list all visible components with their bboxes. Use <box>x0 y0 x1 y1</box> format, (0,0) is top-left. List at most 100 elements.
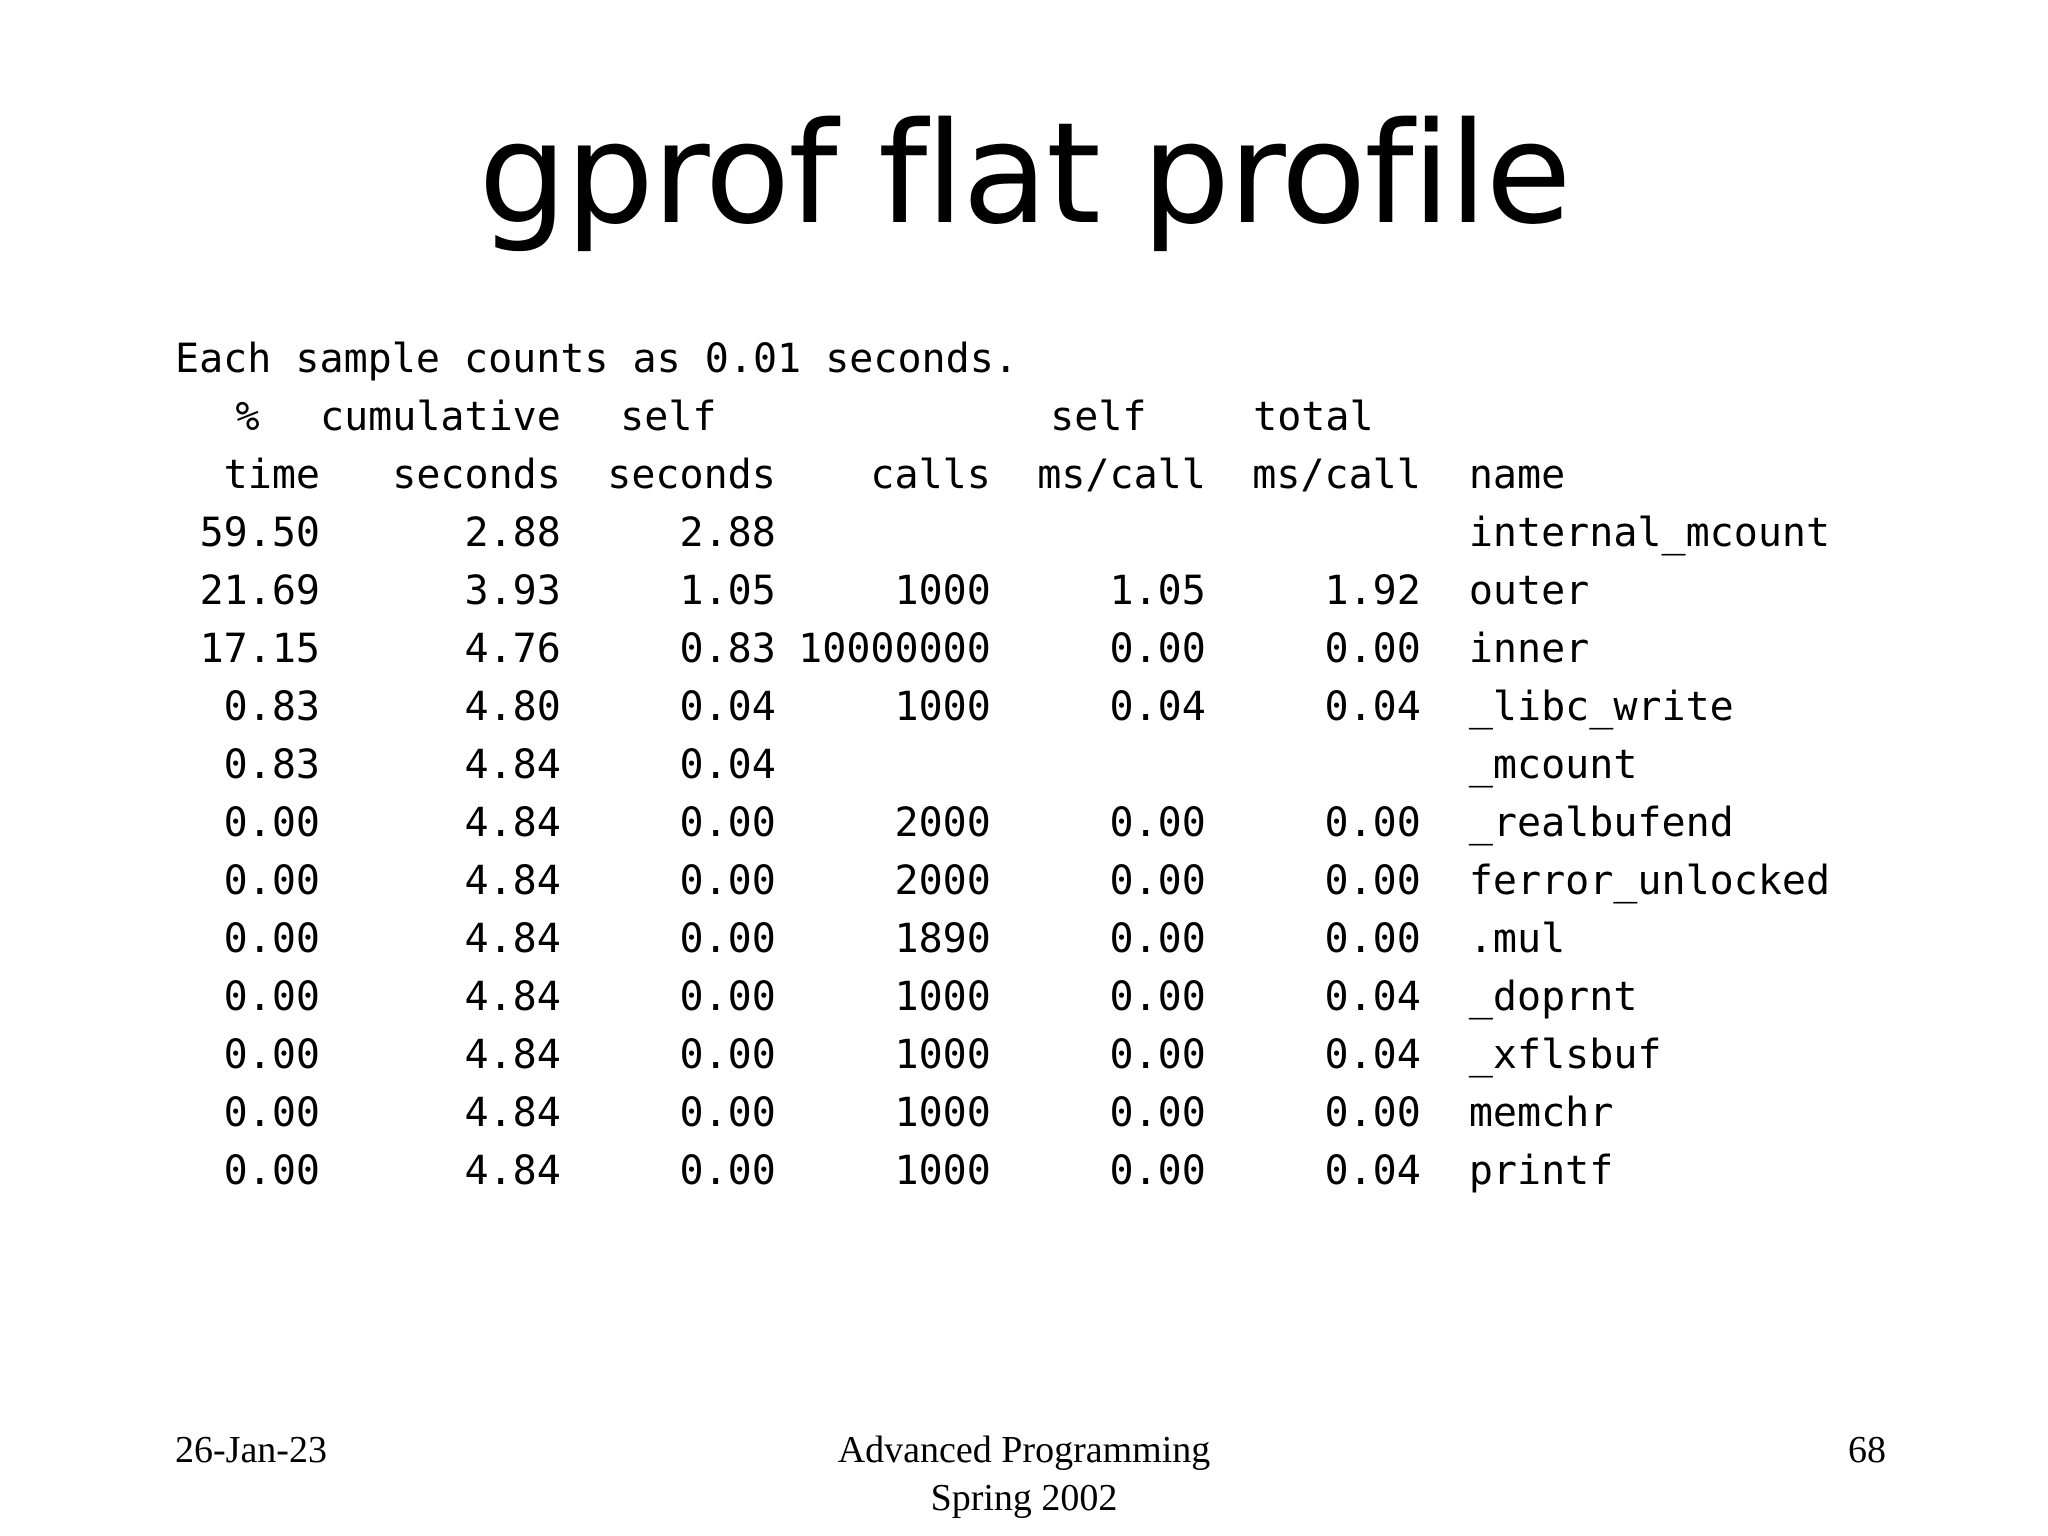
calls-cell: 1000 <box>894 684 991 730</box>
cumulative-seconds-cell: 4.84 <box>464 800 561 846</box>
footer-course-term: Spring 2002 <box>930 1477 1118 1519</box>
table-row: 0.00 4.84 0.00 1000 0.00 0.04 _doprnt <box>175 968 1889 1026</box>
header-cell: cumulative <box>320 394 561 440</box>
header-cell: ms/call <box>1252 452 1421 498</box>
header-cell: self <box>1050 394 1147 440</box>
self-ms-call-cell: 0.00 <box>1109 800 1206 846</box>
time-cell: 0.00 <box>223 1090 320 1136</box>
self-ms-call-cell: 0.00 <box>1109 974 1206 1020</box>
calls-cell: 2000 <box>894 800 991 846</box>
flat-profile: Each sample counts as 0.01 seconds. % cu… <box>175 330 1889 1200</box>
self-ms-call-cell: 0.00 <box>1109 1148 1206 1194</box>
total-ms-call-cell <box>1206 736 1421 794</box>
function-name-cell: _realbufend <box>1468 800 1734 846</box>
self-seconds-cell: 0.00 <box>679 916 776 962</box>
self-ms-call-cell: 0.00 <box>1109 1032 1206 1078</box>
function-name-cell: printf <box>1468 1148 1614 1194</box>
header-cell: % <box>235 394 260 440</box>
total-ms-call-cell <box>1206 504 1421 562</box>
sample-note: Each sample counts as 0.01 seconds. <box>175 336 1018 382</box>
calls-cell: 1000 <box>894 568 991 614</box>
cumulative-seconds-cell: 3.93 <box>464 568 561 614</box>
time-cell: 0.00 <box>223 1148 320 1194</box>
calls-cell: 1000 <box>894 1148 991 1194</box>
time-cell: 0.00 <box>223 800 320 846</box>
total-ms-call-cell: 0.04 <box>1324 974 1421 1020</box>
total-ms-call-cell: 0.00 <box>1324 626 1421 672</box>
self-ms-call-cell: 1.05 <box>1109 568 1206 614</box>
self-ms-call-cell: 0.00 <box>1109 1090 1206 1136</box>
function-name-cell: _libc_write <box>1468 684 1734 730</box>
function-name-cell: _mcount <box>1468 742 1638 788</box>
function-name-cell: _xflsbuf <box>1468 1032 1662 1078</box>
self-seconds-cell: 2.88 <box>679 510 776 556</box>
calls-cell: 10000000 <box>798 626 991 672</box>
header-row-1: % cumulative self self total <box>175 388 1889 446</box>
table-row: 0.00 4.84 0.00 1000 0.00 0.04 _xflsbuf <box>175 1026 1889 1084</box>
profile-table: % cumulative self self total time second… <box>175 388 1889 1200</box>
table-row: 21.69 3.93 1.05 1000 1.05 1.92 outer <box>175 562 1889 620</box>
header-row-2: time seconds seconds calls ms/call ms/ca… <box>175 446 1889 504</box>
self-ms-call-cell: 0.00 <box>1109 916 1206 962</box>
cumulative-seconds-cell: 4.84 <box>464 1148 561 1194</box>
header-cell: time <box>223 452 320 498</box>
time-cell: 0.83 <box>223 684 320 730</box>
self-seconds-cell: 1.05 <box>679 568 776 614</box>
total-ms-call-cell: 0.04 <box>1324 1148 1421 1194</box>
self-seconds-cell: 0.00 <box>679 1148 776 1194</box>
header-cell: calls <box>870 452 991 498</box>
function-name-cell: ferror_unlocked <box>1468 858 1831 904</box>
header-cell <box>776 388 991 446</box>
time-cell: 21.69 <box>199 568 320 614</box>
total-ms-call-cell: 0.04 <box>1324 1032 1421 1078</box>
time-cell: 0.83 <box>223 742 320 788</box>
calls-cell: 2000 <box>894 858 991 904</box>
function-name-cell: memchr <box>1468 1090 1614 1136</box>
self-seconds-cell: 0.00 <box>679 974 776 1020</box>
table-row: 0.00 4.84 0.00 1890 0.00 0.00 .mul <box>175 910 1889 968</box>
time-cell: 59.50 <box>199 510 320 556</box>
calls-cell <box>776 504 991 562</box>
table-row: 0.00 4.84 0.00 1000 0.00 0.00 memchr <box>175 1084 1889 1142</box>
table-row: 59.50 2.88 2.88 internal_mcount <box>175 504 1889 562</box>
total-ms-call-cell: 0.04 <box>1324 684 1421 730</box>
function-name-cell: _doprnt <box>1468 974 1638 1020</box>
time-cell: 0.00 <box>223 1032 320 1078</box>
header-cell: self <box>620 394 717 440</box>
self-seconds-cell: 0.00 <box>679 1032 776 1078</box>
self-seconds-cell: 0.83 <box>679 626 776 672</box>
table-row: 17.15 4.76 0.83 10000000 0.00 0.00 inner <box>175 620 1889 678</box>
header-cell: seconds <box>607 452 776 498</box>
total-ms-call-cell: 0.00 <box>1324 1090 1421 1136</box>
header-cell: seconds <box>392 452 561 498</box>
self-seconds-cell: 0.04 <box>679 684 776 730</box>
calls-cell: 1000 <box>894 1032 991 1078</box>
cumulative-seconds-cell: 4.84 <box>464 858 561 904</box>
time-cell: 0.00 <box>223 974 320 1020</box>
self-seconds-cell: 0.00 <box>679 858 776 904</box>
cumulative-seconds-cell: 4.76 <box>464 626 561 672</box>
footer-date: 26-Jan-23 <box>175 1429 327 1471</box>
function-name-cell: internal_mcount <box>1468 510 1831 556</box>
header-cell: total <box>1253 394 1374 440</box>
self-ms-call-cell: 0.04 <box>1109 684 1206 730</box>
time-cell: 0.00 <box>223 858 320 904</box>
cumulative-seconds-cell: 4.80 <box>464 684 561 730</box>
function-name-cell: outer <box>1468 568 1590 614</box>
table-row: 0.83 4.84 0.04 _mcount <box>175 736 1889 794</box>
time-cell: 17.15 <box>199 626 320 672</box>
footer-course-title: Advanced Programming <box>837 1429 1211 1471</box>
table-row: 0.00 4.84 0.00 2000 0.00 0.00 ferror_unlocked <box>175 852 1889 910</box>
function-name-cell: inner <box>1468 626 1590 672</box>
calls-cell: 1000 <box>894 974 991 1020</box>
cumulative-seconds-cell: 4.84 <box>464 916 561 962</box>
self-seconds-cell: 0.00 <box>679 800 776 846</box>
cumulative-seconds-cell: 4.84 <box>464 974 561 1020</box>
table-row: 0.00 4.84 0.00 2000 0.00 0.00 _realbufend <box>175 794 1889 852</box>
calls-cell <box>776 736 991 794</box>
header-cell <box>1421 388 1889 446</box>
cumulative-seconds-cell: 4.84 <box>464 1090 561 1136</box>
footer-page-number: 68 <box>1848 1429 1886 1471</box>
total-ms-call-cell: 0.00 <box>1324 916 1421 962</box>
header-cell: name <box>1468 452 1566 498</box>
